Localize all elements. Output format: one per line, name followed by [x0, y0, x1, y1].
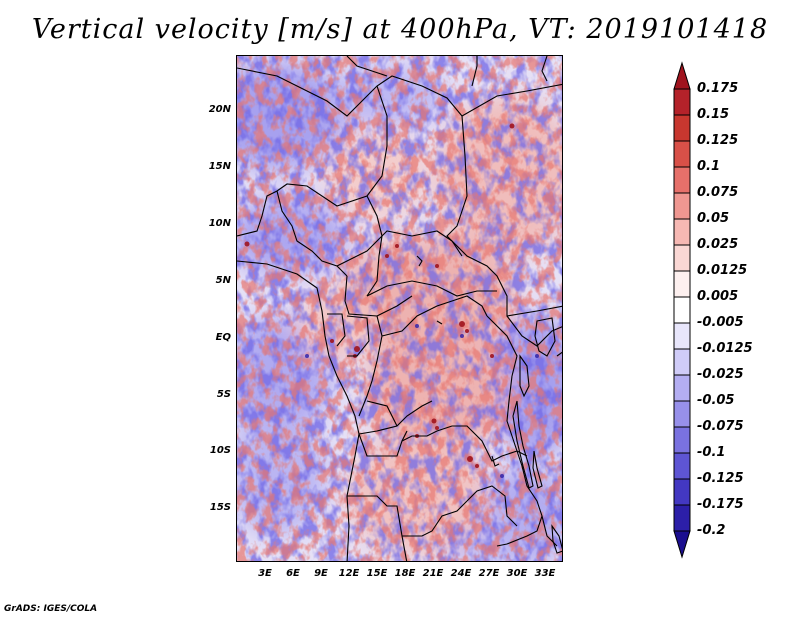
colorbar-segment: [673, 218, 691, 246]
colorbar-label: -0.0125: [697, 341, 753, 356]
colorbar-label: 0.125: [697, 133, 739, 148]
colorbar-label: 0.1: [697, 159, 721, 174]
colorbar-label: -0.05: [697, 393, 735, 408]
lon-label-30e: 30E: [506, 568, 528, 579]
colorbar-segment: [673, 400, 691, 428]
map-title: Vertical velocity [m/s] at 400hPa, VT: 2…: [31, 14, 769, 45]
colorbar-label: 0.175: [697, 81, 739, 96]
grads-credit: GrADS: IGES/COLA: [4, 604, 98, 614]
lon-label-33e: 33E: [534, 568, 556, 579]
lon-label-9e: 9E: [314, 568, 328, 579]
lon-label-27e: 27E: [478, 568, 500, 579]
colorbar-segment: [673, 88, 691, 116]
colorbar-segment: [673, 478, 691, 506]
lon-label-18e: 18E: [394, 568, 416, 579]
lon-label-3e: 3E: [258, 568, 272, 579]
colorbar-segment: [673, 270, 691, 298]
map-panel: [236, 55, 563, 562]
lon-label-6e: 6E: [286, 568, 300, 579]
colorbar-label: -0.2: [697, 523, 726, 538]
country-borders: [237, 56, 562, 561]
colorbar-label: 0.005: [697, 289, 739, 304]
colorbar-segment: [673, 114, 691, 142]
colorbar-segment: [673, 452, 691, 480]
colorbar-label: -0.005: [697, 315, 744, 330]
colorbar-label: 0.075: [697, 185, 739, 200]
colorbar-segment: [673, 244, 691, 272]
lat-label-eq: EQ: [215, 332, 231, 343]
lat-label-20n: 20N: [208, 104, 231, 115]
colorbar-label: 0.05: [697, 211, 730, 226]
lat-label-10n: 10N: [208, 218, 231, 229]
lon-label-24e: 24E: [450, 568, 472, 579]
colorbar-segment: [673, 348, 691, 376]
lat-label-5n: 5N: [215, 275, 231, 286]
colorbar-label: 0.15: [697, 107, 730, 122]
lat-label-10s: 10S: [209, 445, 231, 456]
colorbar-segment: [673, 166, 691, 194]
colorbar-segment: [673, 504, 691, 532]
lon-label-21e: 21E: [422, 568, 444, 579]
colorbar-segment: [673, 61, 691, 90]
colorbar-label: 0.0125: [697, 263, 748, 278]
lon-label-12e: 12E: [338, 568, 360, 579]
colorbar-label: -0.175: [697, 497, 744, 512]
colorbar-label: 0.025: [697, 237, 739, 252]
colorbar-segment: [673, 140, 691, 168]
colorbar-segment: [673, 426, 691, 454]
lon-label-15e: 15E: [366, 568, 388, 579]
vertical-velocity-field: [237, 56, 562, 561]
colorbar-segment: [673, 374, 691, 402]
colorbar-segment: [673, 192, 691, 220]
colorbar-label: -0.125: [697, 471, 744, 486]
strong-updraft-spots: [244, 123, 515, 468]
lat-label-5s: 5S: [216, 389, 231, 400]
colorbar-label: -0.075: [697, 419, 744, 434]
colorbar-label: -0.025: [697, 367, 744, 382]
colorbar-segment: [673, 530, 691, 559]
colorbar-label: -0.1: [697, 445, 726, 460]
colorbar-segment: [673, 296, 691, 324]
colorbar-segment: [673, 322, 691, 350]
lat-label-15n: 15N: [208, 161, 231, 172]
lat-label-15s: 15S: [209, 502, 231, 513]
